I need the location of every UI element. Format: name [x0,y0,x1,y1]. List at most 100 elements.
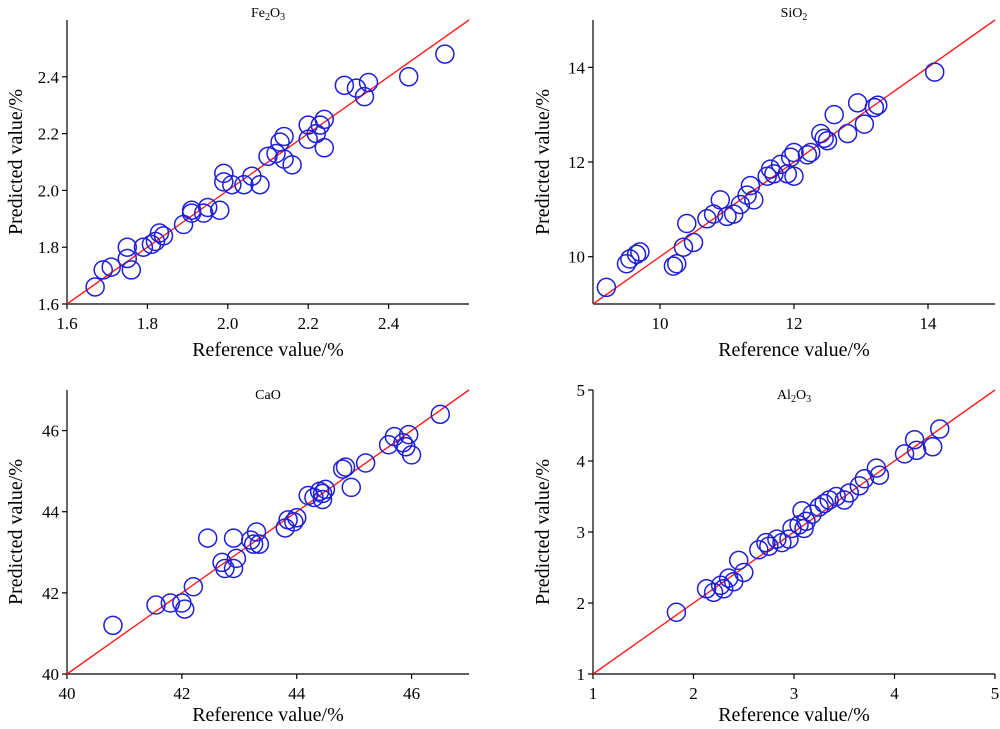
data-point [894,444,915,464]
title-subscript: 2 [265,12,270,23]
data-point [922,437,943,457]
data-point [683,232,704,253]
data-point [854,114,875,134]
data-point [312,489,333,510]
data-point [929,419,950,439]
x-tick-label: 46 [403,684,420,703]
panel-title: SiO2 [781,6,808,23]
chart-panel-3: 40 42 44 46 40 42 44 46 CaO Reference value/% Pred… [5,388,470,726]
y-tick-label: 40 [42,665,59,684]
x-tick-label: 44 [288,684,306,703]
data-point [396,437,416,457]
data-point [740,175,761,196]
data-point [101,257,121,277]
data-point [117,237,138,257]
data-point [243,534,264,554]
data-point [430,404,451,425]
data-point [258,146,278,167]
data-point [181,200,202,221]
data-point [435,44,455,64]
data-point [210,200,230,221]
data-point [226,548,247,569]
data-point [341,477,362,498]
data-point [215,558,235,579]
panel-title: Al2O3 [777,388,811,405]
data-point [197,197,218,218]
data-point [779,529,799,549]
data-point [824,104,844,125]
data-point [713,579,734,599]
title-text: Fe [251,6,265,21]
data-point [780,147,801,168]
data-point [85,277,105,297]
x-tick-label: 1.8 [137,314,158,333]
y-tick-label: 3 [577,523,586,542]
data-point [839,483,860,503]
data-point [673,237,694,257]
data-point [710,575,731,595]
x-tick-label: 5 [991,684,1000,703]
y-tick-label: 1 [577,665,586,684]
data-point [223,558,244,579]
data-point [784,142,804,163]
title-text: O [270,6,280,21]
data-point [332,459,353,479]
data-point [784,166,804,186]
y-tick-label: 1.6 [38,295,59,314]
panel-title: Fe2O3 [251,6,285,23]
x-tick-label: 14 [920,314,938,333]
data-point [133,237,154,257]
x-tick-label: 1.6 [56,314,77,333]
data-point [737,185,757,205]
data-point [310,115,331,135]
y-tick-label: 4 [577,452,586,471]
data-point [334,75,355,96]
x-tick-label: 42 [173,684,190,703]
y-tick-label: 10 [568,248,585,267]
data-point [246,522,267,542]
data-point [398,424,419,445]
data-point [904,429,925,450]
x-tick-label: 4 [890,684,899,703]
data-point [149,223,170,243]
x-tick-label: 1 [589,684,598,703]
chart-panel-1: 1.6 1.8 2.0 2.2 2.4 1.6 1.8 2.0 2.2 2.4 Fe2O3 Refer… [5,6,470,361]
y-tick-label: 2.4 [38,68,60,87]
y-tick-label: 2.0 [38,181,59,200]
x-tick-label: 10 [652,314,669,333]
x-axis-title: Reference value/% [718,339,870,361]
data-point [760,159,781,179]
data-point [117,248,138,269]
data-point [274,149,294,169]
data-point [868,95,888,115]
data-point [250,174,270,195]
data-point [626,244,647,265]
data-point [834,490,854,510]
x-tick-label: 2 [689,684,698,703]
data-point [401,445,422,465]
data-point [801,142,821,163]
data-point [854,469,875,489]
y-axis-title: Predicted value/% [5,459,27,605]
data-point [270,132,290,152]
x-axis-title: Reference value/% [718,704,870,726]
data-point [797,145,818,165]
data-point [728,550,749,571]
data-point [315,479,336,500]
data-point [744,190,764,210]
title-text: O [796,388,806,403]
data-point [93,260,113,280]
data-point [802,504,822,524]
data-point [710,190,731,210]
title-subscript: 3 [280,12,285,23]
data-point [314,109,335,130]
x-tick-label: 3 [790,684,799,703]
data-point [697,209,717,229]
data-point [249,534,270,554]
data-point [734,562,754,583]
data-point [677,213,697,234]
data-point [869,465,890,485]
y-axis-title: Predicted value/% [532,459,554,605]
title-text: CaO [255,388,281,403]
